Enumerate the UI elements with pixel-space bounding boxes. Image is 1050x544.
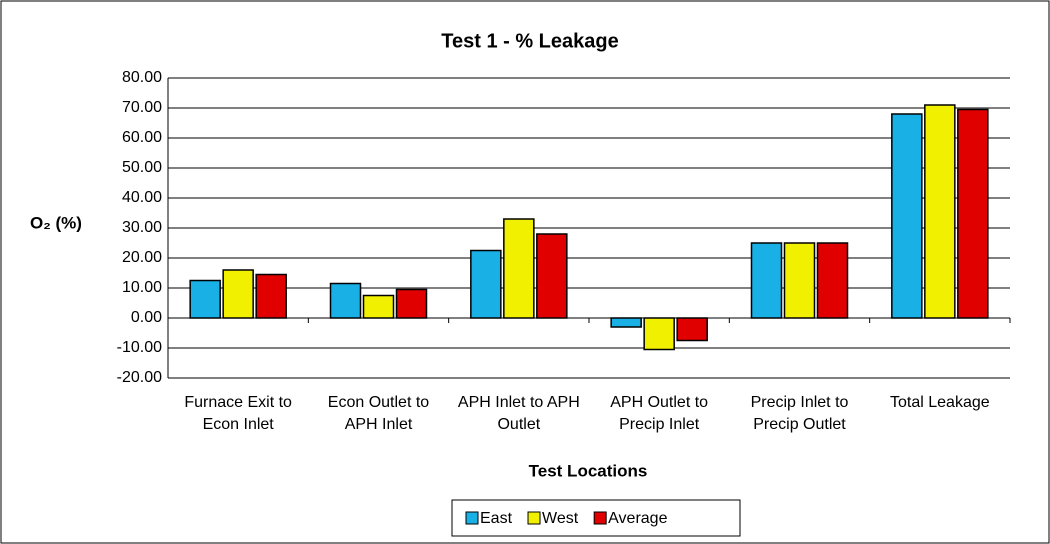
bar bbox=[329, 282, 362, 319]
y-tick-label: 60.00 bbox=[122, 129, 162, 146]
x-tick-label: Total Leakage bbox=[890, 394, 990, 411]
y-tick-label: 0.00 bbox=[131, 309, 162, 326]
bar bbox=[676, 317, 708, 342]
y-axis-title: O₂ (%) bbox=[30, 213, 82, 232]
bar bbox=[395, 288, 428, 319]
x-axis-title: Test Locations bbox=[529, 461, 648, 480]
x-tick-label: Furnace Exit to Econ Inlet bbox=[184, 394, 292, 433]
bar bbox=[362, 294, 395, 319]
y-tick-label: 30.00 bbox=[122, 219, 162, 236]
bar bbox=[503, 218, 535, 319]
x-tick-label: Econ Outlet to APH Inlet bbox=[327, 394, 430, 433]
x-tick-label: Precip Inlet to Precip Outlet bbox=[750, 394, 849, 433]
bar bbox=[924, 104, 956, 319]
y-tick-label: 10.00 bbox=[122, 279, 162, 296]
bar bbox=[783, 242, 816, 319]
bar bbox=[470, 249, 502, 319]
legend-swatch bbox=[527, 511, 541, 525]
bar bbox=[643, 317, 675, 351]
bar bbox=[957, 108, 989, 319]
x-tick-label: APH Outlet to Precip Inlet bbox=[610, 394, 709, 433]
bar bbox=[750, 242, 783, 319]
y-tick-label: -10.00 bbox=[117, 339, 162, 356]
legend-label: West bbox=[542, 510, 579, 527]
y-tick-label: -20.00 bbox=[117, 369, 162, 386]
y-tick-label: 20.00 bbox=[122, 249, 162, 266]
bar bbox=[610, 317, 642, 328]
y-tick-label: 40.00 bbox=[122, 189, 162, 206]
legend-swatch bbox=[465, 511, 479, 525]
bar bbox=[255, 273, 287, 319]
y-tick-label: 50.00 bbox=[122, 159, 162, 176]
bar bbox=[536, 233, 568, 319]
y-tick-label: 80.00 bbox=[122, 69, 162, 86]
legend-box bbox=[451, 499, 741, 537]
y-tick-label: 70.00 bbox=[122, 99, 162, 116]
legend-label: Average bbox=[608, 510, 667, 527]
bar bbox=[222, 269, 254, 319]
chart-title: Test 1 - % Leakage bbox=[441, 30, 618, 52]
bar bbox=[891, 113, 923, 319]
legend-label: East bbox=[480, 510, 513, 527]
x-tick-label: APH Inlet to APH Outlet bbox=[457, 394, 580, 433]
legend-swatch bbox=[593, 511, 607, 525]
bar bbox=[189, 279, 221, 319]
bar bbox=[816, 242, 849, 319]
